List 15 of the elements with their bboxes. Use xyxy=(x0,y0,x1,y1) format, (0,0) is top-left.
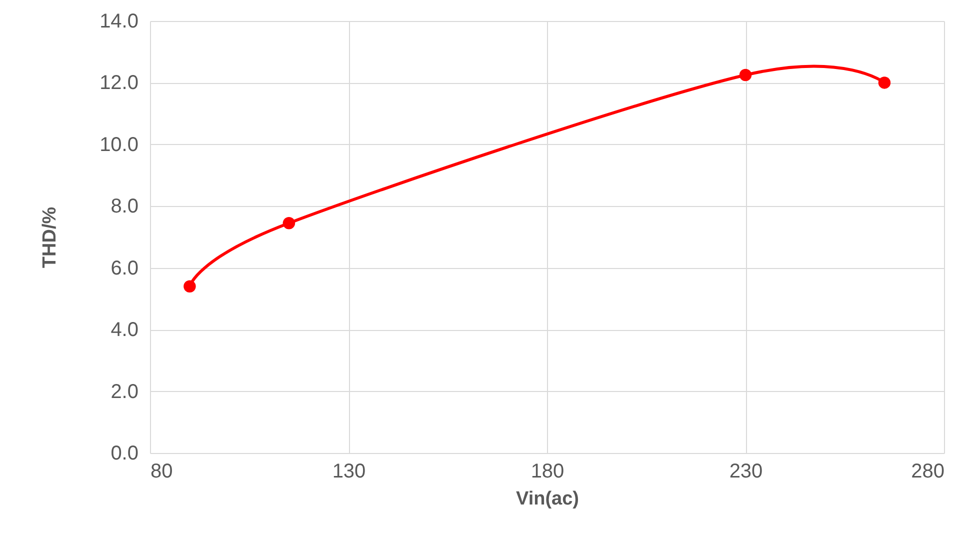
y-tick-label: 4.0 xyxy=(110,319,138,342)
y-tick-label: 2.0 xyxy=(110,380,138,403)
y-axis-title: THD/% xyxy=(40,206,61,268)
y-tick-label: 0.0 xyxy=(110,442,138,464)
x-axis-title: Vin(ac) xyxy=(516,488,580,510)
x-tick-label: 80 xyxy=(150,460,173,482)
y-tick-label: 8.0 xyxy=(110,196,138,218)
y-tick-label: 6.0 xyxy=(110,257,138,280)
x-tick-label: 230 xyxy=(729,460,763,482)
x-tick-label: 180 xyxy=(530,460,564,482)
y-tick-label: 10.0 xyxy=(100,134,138,156)
y-tick-label: 14.0 xyxy=(100,10,138,32)
x-tick-label: 130 xyxy=(332,460,366,482)
y-tick-label: 12.0 xyxy=(100,72,138,94)
x-tick-label: 280 xyxy=(911,460,944,482)
